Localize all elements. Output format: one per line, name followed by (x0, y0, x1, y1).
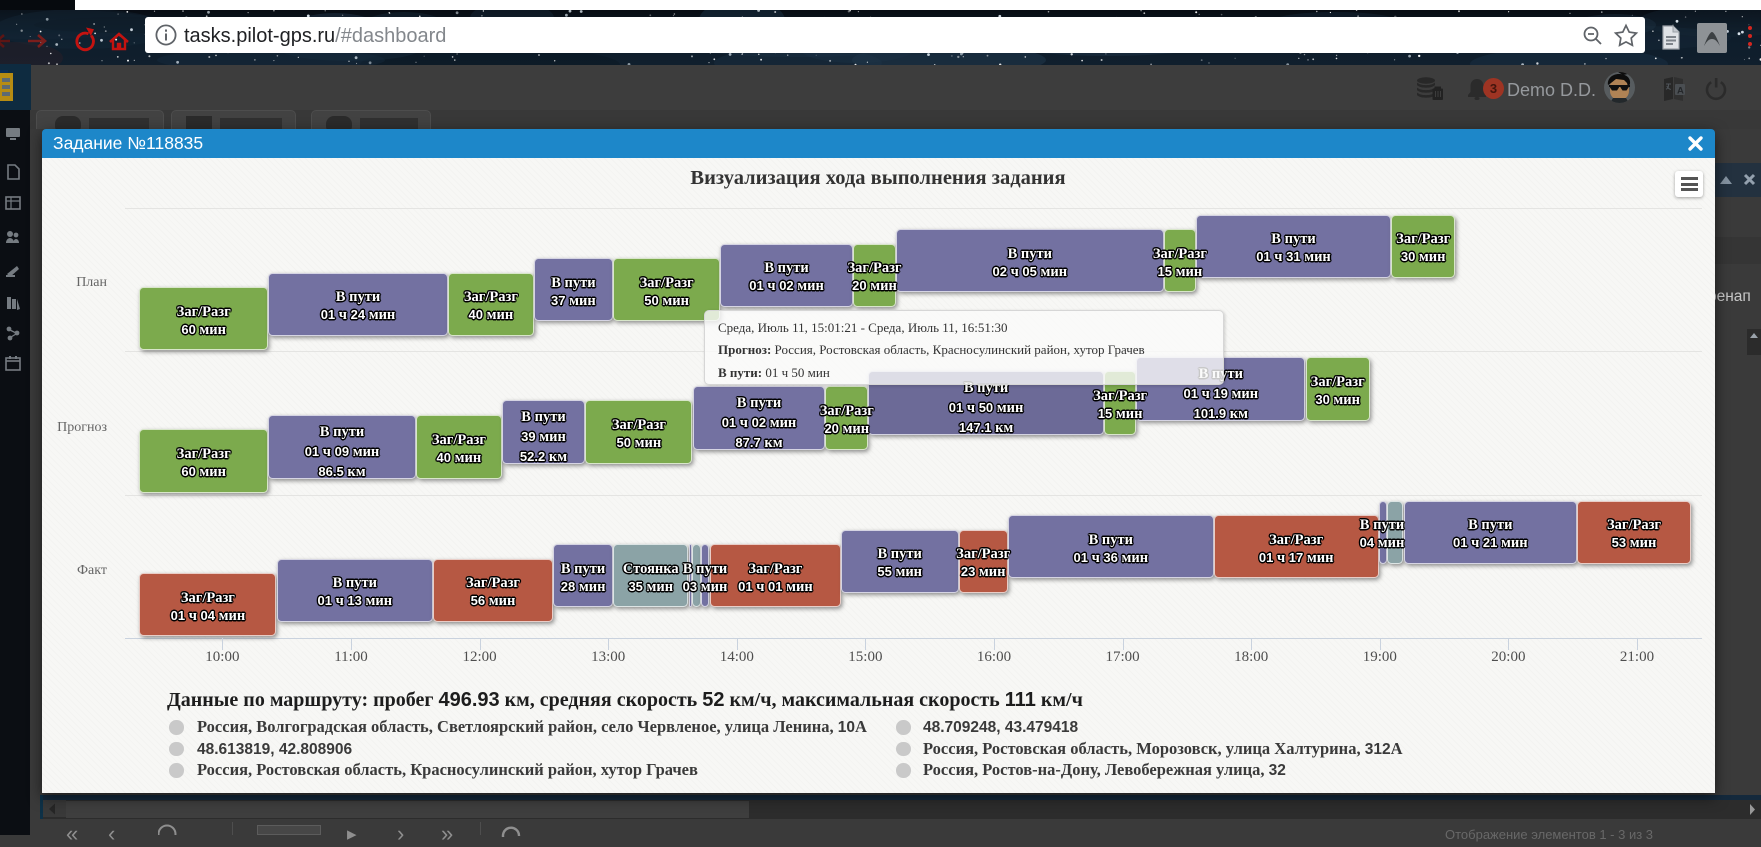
svg-text:A: A (1677, 86, 1684, 97)
